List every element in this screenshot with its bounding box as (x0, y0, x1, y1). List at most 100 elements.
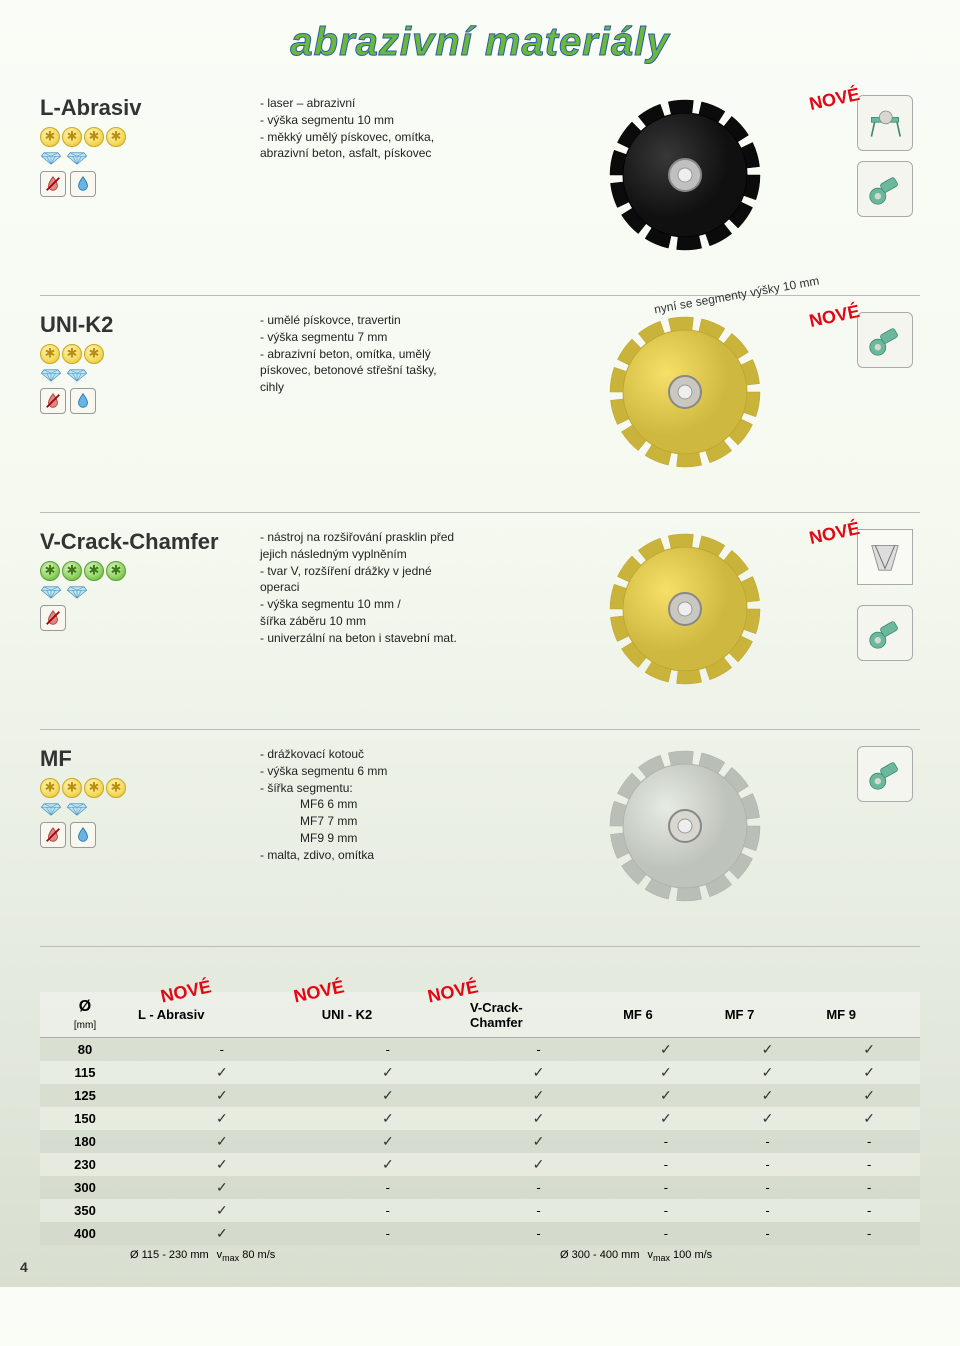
availability-cell: - (314, 1176, 462, 1199)
availability-cell: ✓ (615, 1107, 717, 1130)
product-name: UNI-K2 (40, 312, 260, 338)
diameter-unit: [mm] (74, 1020, 96, 1031)
availability-cell: ✓ (130, 1176, 314, 1199)
page-title: abrazivní materiály (40, 20, 920, 65)
availability-cell: ✓ (462, 1061, 615, 1084)
availability-cell: ✓ (615, 1084, 717, 1107)
star-icon (40, 127, 60, 147)
diamond-icon (40, 585, 62, 599)
availability-cell: - (818, 1176, 920, 1199)
star-icon (106, 778, 126, 798)
star-icon (84, 561, 104, 581)
column-header: V-Crack-Chamfer (462, 992, 615, 1038)
tool-icons (850, 95, 920, 217)
availability-cell: - (818, 1153, 920, 1176)
star-icon (62, 561, 82, 581)
size-cell: 150 (40, 1107, 130, 1130)
availability-cell: - (314, 1038, 462, 1062)
product-row: MF- drážkovací kotouč- výška segmentu 6 … (40, 746, 920, 916)
table-row: 80---✓✓✓ (40, 1038, 920, 1062)
divider (40, 512, 920, 513)
footer-note-mid-val: vmax 100 m/s (647, 1249, 712, 1263)
availability-cell: - (717, 1153, 819, 1176)
availability-cell: - (818, 1199, 920, 1222)
availability-cell: ✓ (462, 1153, 615, 1176)
availability-cell: ✓ (314, 1084, 462, 1107)
availability-cell: ✓ (462, 1130, 615, 1153)
star-rating (40, 561, 260, 581)
table-row: 115✓✓✓✓✓✓ (40, 1061, 920, 1084)
angle-grinder-icon (857, 746, 913, 802)
availability-cell: ✓ (130, 1130, 314, 1153)
v-profile-icon (857, 529, 913, 585)
column-header: MF 6 (615, 992, 717, 1038)
availability-cell: ✓ (314, 1107, 462, 1130)
usage-icons (40, 822, 260, 848)
availability-cell: - (615, 1176, 717, 1199)
star-icon (84, 344, 104, 364)
availability-cell: - (717, 1176, 819, 1199)
availability-cell: - (462, 1199, 615, 1222)
availability-cell: - (615, 1199, 717, 1222)
dry-icon (40, 605, 66, 631)
availability-cell: - (818, 1222, 920, 1245)
diamond-rating (40, 585, 260, 599)
wet-icon (70, 822, 96, 848)
diamond-icon (66, 585, 88, 599)
size-cell: 180 (40, 1130, 130, 1153)
availability-cell: ✓ (462, 1107, 615, 1130)
availability-cell: ✓ (314, 1061, 462, 1084)
usage-icons (40, 388, 260, 414)
availability-cell: - (717, 1222, 819, 1245)
table-row: 125✓✓✓✓✓✓ (40, 1084, 920, 1107)
availability-cell: ✓ (314, 1130, 462, 1153)
product-description: - laser – abrazivní- výška segmentu 10 m… (260, 95, 520, 162)
tool-icons (850, 746, 920, 802)
availability-cell: ✓ (130, 1222, 314, 1245)
table-row: 300✓----- (40, 1176, 920, 1199)
size-cell: 350 (40, 1199, 130, 1222)
availability-cell: - (462, 1176, 615, 1199)
page-number: 4 (20, 1259, 28, 1275)
availability-cell: - (818, 1130, 920, 1153)
product-name: V-Crack-Chamfer (40, 529, 260, 555)
availability-cell: ✓ (717, 1038, 819, 1062)
availability-cell: ✓ (615, 1061, 717, 1084)
availability-cell: - (717, 1130, 819, 1153)
table-row: 400✓----- (40, 1222, 920, 1245)
tool-icons (850, 529, 920, 661)
product-row: UNI-K2- umělé pískovce, travertin- výška… (40, 312, 920, 482)
star-rating (40, 778, 260, 798)
divider (40, 729, 920, 730)
availability-cell: ✓ (818, 1061, 920, 1084)
angle-grinder-icon (857, 312, 913, 368)
diamond-icon (40, 802, 62, 816)
divider (40, 295, 920, 296)
availability-cell: ✓ (130, 1107, 314, 1130)
disc-image: NOVÉnyní se segmenty výšky 10 mm (520, 312, 850, 472)
angle-grinder-icon (857, 605, 913, 661)
size-cell: 125 (40, 1084, 130, 1107)
availability-cell: ✓ (717, 1061, 819, 1084)
footer-note-mid-label: Ø 300 - 400 mm (560, 1249, 639, 1263)
availability-cell: ✓ (818, 1038, 920, 1062)
diamond-icon (40, 151, 62, 165)
star-icon (84, 127, 104, 147)
availability-cell: - (717, 1199, 819, 1222)
star-rating (40, 127, 260, 147)
disc-image: NOVÉ (520, 529, 850, 689)
diamond-icon (66, 368, 88, 382)
availability-cell: ✓ (314, 1153, 462, 1176)
diamond-rating (40, 802, 260, 816)
disc-image (520, 746, 850, 906)
dry-icon (40, 388, 66, 414)
star-icon (84, 778, 104, 798)
star-icon (40, 561, 60, 581)
table-row: 180✓✓✓--- (40, 1130, 920, 1153)
table-row: 150✓✓✓✓✓✓ (40, 1107, 920, 1130)
availability-cell: - (462, 1222, 615, 1245)
star-icon (62, 778, 82, 798)
usage-icons (40, 605, 260, 631)
product-description: - nástroj na rozšiřování prasklin před j… (260, 529, 520, 647)
availability-cell: ✓ (615, 1038, 717, 1062)
